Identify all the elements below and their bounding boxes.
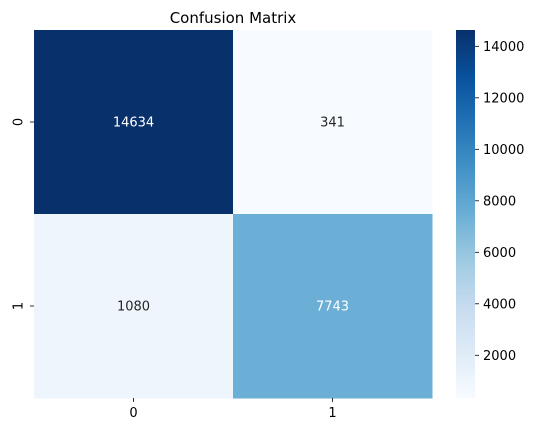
y-tick-label: 0 <box>12 118 27 126</box>
heatmap-cell <box>34 214 234 399</box>
colorbar-tick-label: 14000 <box>483 40 524 55</box>
colorbar-tick-label: 8000 <box>483 194 516 209</box>
x-tick-label: 1 <box>328 406 336 421</box>
heatmap-cell <box>34 30 234 215</box>
cell-value-label: 1080 <box>117 300 150 315</box>
cell-value-label: 7743 <box>316 300 349 315</box>
heatmap-cell <box>233 214 433 399</box>
colorbar-tick-label: 2000 <box>483 349 516 364</box>
chart-title: Confusion Matrix <box>170 9 297 27</box>
heatmap-cell <box>233 30 433 215</box>
colorbar <box>456 30 475 398</box>
colorbar-tick-label: 12000 <box>483 91 524 106</box>
heatmap-cell-labels: 14634 341 1080 7743 <box>113 116 349 315</box>
colorbar-tick-label: 10000 <box>483 143 524 158</box>
colorbar-ticks: 2000 4000 6000 8000 10000 12000 14000 <box>475 40 524 364</box>
x-tick-label: 0 <box>129 406 137 421</box>
y-tick-label: 1 <box>12 302 27 310</box>
cell-value-label: 341 <box>320 116 345 131</box>
cell-value-label: 14634 <box>113 116 154 131</box>
colorbar-tick-label: 4000 <box>483 297 516 312</box>
colorbar-gradient <box>456 30 475 398</box>
heatmap-cells <box>34 30 433 399</box>
y-axis: 01 <box>12 118 34 310</box>
colorbar-tick-label: 6000 <box>483 246 516 261</box>
